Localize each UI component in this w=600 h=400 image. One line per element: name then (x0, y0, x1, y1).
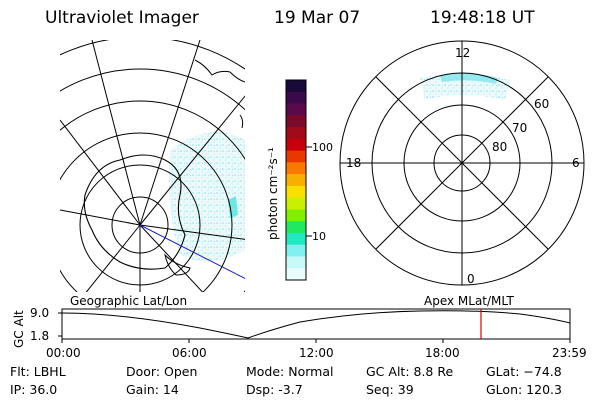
mode-info: Mode: Normal (246, 364, 334, 379)
colorbar-band (286, 268, 306, 281)
gc-alt-info: GC Alt: 8.8 Re (366, 364, 454, 379)
coastline (83, 154, 186, 270)
emission-bright-spot (228, 196, 238, 218)
colorbar-band (286, 174, 306, 187)
mlat-mlt-plot (339, 40, 585, 286)
door-info: Door: Open (126, 364, 198, 379)
colorbar-band (286, 244, 306, 257)
x-tick-label: 00:00 (46, 346, 81, 360)
filter-info: Flt: LBHL (10, 364, 66, 379)
coastline (194, 59, 245, 83)
lat-circle (60, 132, 233, 292)
meridian-line (91, 40, 141, 226)
colorbar-band (286, 232, 306, 246)
auroral-emission-left (168, 132, 245, 262)
dsp-info: Dsp: -3.7 (246, 382, 303, 397)
altitude-curve (61, 310, 571, 339)
colorbar-band (286, 256, 306, 269)
lat-label-60: 60 (534, 97, 550, 111)
colorbar-band (286, 209, 306, 222)
colorbar-tick-label: 100 (312, 141, 333, 154)
right-panel-caption: Apex MLat/MLT (424, 294, 514, 308)
y-tick-label: 1.8 (30, 329, 50, 343)
y-tick-label: 9.0 (30, 306, 50, 320)
meridian-line (139, 95, 245, 226)
x-tick-label: 18:00 (425, 346, 460, 360)
colorbar-band (286, 138, 306, 152)
time-label: 19:48:18 UT (430, 8, 535, 28)
seq-info: Seq: 39 (366, 382, 414, 397)
timeline-frame (61, 308, 571, 340)
meridian-line (60, 119, 141, 226)
mlt-label-18: 18 (346, 156, 362, 170)
timeline-ylabel: GC Alt (12, 310, 26, 348)
altitude-timeline (58, 308, 571, 343)
meridian-line (139, 224, 245, 240)
colorbar-frame (285, 79, 307, 281)
coastline (239, 114, 244, 129)
left-panel-caption: Geographic Lat/Lon (70, 294, 188, 308)
colorbar-unit-label: photon cm⁻²s⁻¹ (266, 147, 280, 240)
colorbar-band (286, 80, 306, 93)
colorbar-band (286, 162, 306, 175)
lat-label-80: 80 (492, 140, 508, 154)
lat-label-70: 70 (512, 121, 528, 135)
colorbar-band (286, 127, 306, 140)
geographic-map (60, 40, 245, 292)
coastline (164, 253, 191, 276)
mlt-label-12: 12 (455, 46, 471, 60)
colorbar-tick-label: 10 (312, 230, 326, 243)
colorbar-band (286, 115, 306, 128)
ip-info: IP: 36.0 (10, 382, 58, 397)
terminator-line (139, 224, 245, 280)
mlt-label-6: 6 (572, 156, 580, 170)
colorbar-band (286, 221, 306, 234)
colorbar-band (286, 91, 306, 105)
mlt-label-0: 0 (467, 272, 475, 286)
meridian-line (85, 224, 141, 292)
glat-info: GLat: −74.8 (486, 364, 562, 379)
lat-circle (60, 68, 245, 111)
lat-circle (60, 100, 245, 292)
x-tick-label: 23:59 (552, 346, 587, 360)
colorbar-band (286, 150, 306, 163)
x-tick-label: 06:00 (172, 346, 207, 360)
date-label: 19 Mar 07 (274, 8, 361, 28)
instrument-title: Ultraviolet Imager (45, 8, 199, 28)
mlt-diagonal (375, 76, 549, 250)
colorbar-band (286, 185, 306, 199)
gain-info: Gain: 14 (126, 382, 179, 397)
glon-info: GLon: 120.3 (486, 382, 562, 397)
colorbar-band (286, 103, 306, 116)
colorbar-band (286, 197, 306, 210)
meridian-line (139, 40, 201, 226)
x-tick-label: 12:00 (299, 346, 334, 360)
meridian-line (60, 209, 141, 226)
colorbar (286, 80, 306, 281)
